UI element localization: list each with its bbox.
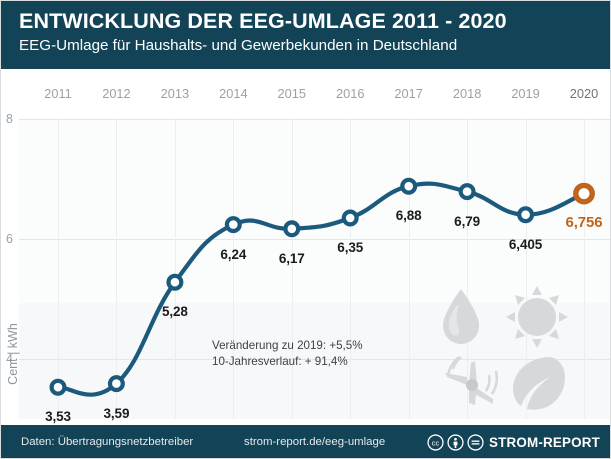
- y-axis-tick-label: 4: [6, 352, 13, 366]
- data-label: 3,53: [45, 409, 71, 425]
- brand-name: STROM-REPORT: [488, 435, 600, 450]
- x-axis-tick-label: 2014: [219, 86, 248, 101]
- data-label: 6,24: [220, 246, 247, 262]
- cc-nd-icon: [467, 434, 484, 451]
- data-label: 6,17: [278, 250, 305, 266]
- data-label: 5,28: [161, 304, 188, 320]
- eco-icon-group: [443, 286, 568, 410]
- gridline-horizontal: [19, 359, 610, 360]
- gridline-vertical: [58, 119, 59, 419]
- page-title: ENTWICKLUNG DER EEG-UMLAGE 2011 - 2020: [19, 9, 507, 33]
- plot-band-lower: [19, 303, 610, 419]
- gridline-vertical: [584, 119, 585, 419]
- gridline-vertical: [174, 119, 176, 419]
- x-axis-tick-label: 2012: [102, 86, 131, 101]
- data-point-marker: [400, 177, 418, 195]
- sun-icon: [506, 286, 568, 348]
- series-line: [55, 181, 587, 397]
- gridline-vertical: [408, 119, 410, 419]
- y-axis-tick-label: 6: [6, 232, 13, 246]
- footer-bar: Daten: Übertragungsnetzbetreiber strom-r…: [1, 425, 610, 458]
- data-label: 6,79: [454, 213, 481, 229]
- x-axis-tick-label: 2020: [569, 86, 599, 101]
- svg-text:cc: cc: [432, 438, 440, 447]
- x-axis-tick-label: 2019: [511, 86, 540, 101]
- data-point-marker: [458, 183, 476, 201]
- creative-commons-icons: cc: [427, 434, 484, 451]
- x-axis-tick-label: 2017: [394, 86, 423, 101]
- cc-icon: cc: [427, 434, 444, 451]
- header-bar: ENTWICKLUNG DER EEG-UMLAGE 2011 - 2020 E…: [1, 1, 610, 69]
- y-axis-tick-label: 8: [6, 112, 13, 126]
- page-subtitle: EEG-Umlage für Haushalts- und Gewerbekun…: [19, 37, 458, 54]
- data-point-marker: [283, 220, 301, 238]
- cc-by-icon: [447, 434, 464, 451]
- chart-series-svg: [49, 177, 595, 397]
- x-axis-tick-label: 2015: [277, 86, 306, 101]
- data-label: 6,35: [337, 240, 364, 255]
- data-point-marker: [166, 273, 184, 291]
- data-label: 6,405: [508, 236, 543, 252]
- data-label: 6,88: [395, 208, 422, 224]
- data-point-marker: [224, 216, 242, 234]
- wind-turbine-icon: [445, 355, 499, 405]
- leaf-icon: [513, 357, 565, 410]
- data-point-marker: [341, 209, 359, 227]
- data-point-marker: [517, 206, 535, 224]
- x-axis-tick-label: 2016: [335, 86, 365, 101]
- gridline-vertical: [116, 119, 118, 419]
- gridline-vertical: [291, 119, 293, 419]
- data-point-marker: [107, 375, 125, 393]
- gridline-vertical: [525, 119, 527, 419]
- data-point-marker: [49, 378, 67, 396]
- data-point-marker-highlight: [573, 182, 595, 205]
- x-axis-tick-label: 2011: [44, 86, 72, 101]
- gridline-vertical: [350, 119, 352, 419]
- chart-plot-area: 8 6 4 2011 2012 2013 2014 2015 2016 2017 2018 2019…: [1, 69, 610, 424]
- x-axis-tick-label: 2013: [160, 86, 190, 101]
- annotation-line-2: 10-Jahresverlauf: + 91,4%: [212, 354, 348, 368]
- gridline-vertical: [467, 119, 469, 419]
- gridline-horizontal: [19, 239, 610, 240]
- data-label-highlight: 6,756: [565, 213, 603, 231]
- footer-brand: cc STROM-REPORT: [427, 434, 600, 451]
- footer-source-text: Daten: Übertragungsnetzbetreiber: [21, 436, 194, 448]
- gridline-vertical: [233, 119, 235, 419]
- x-axis-tick-label: 2018: [452, 86, 482, 101]
- water-drop-icon: [443, 289, 479, 344]
- series-markers: [49, 177, 595, 396]
- annotation-block: Veränderung zu 2019: +5,5% 10-Jahresverl…: [212, 338, 363, 369]
- gridline-horizontal: [19, 119, 610, 120]
- annotation-line-1: Veränderung zu 2019: +5,5%: [212, 339, 363, 352]
- footer-url-text[interactable]: strom-report.de/eeg-umlage: [244, 436, 386, 448]
- data-label: 3,59: [103, 405, 130, 421]
